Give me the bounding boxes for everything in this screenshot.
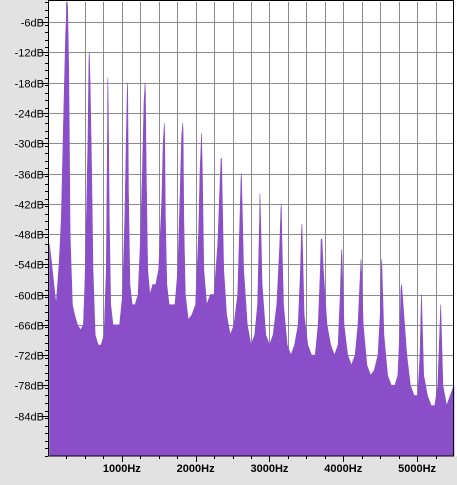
y-tick-label: -30dB: [15, 139, 44, 151]
y-axis: -6dB -12dB -18dB -24dB -30dB -36dB -42dB -48dB -…: [15, 2, 48, 457]
y-tick-label: -24dB: [15, 109, 44, 121]
x-tick-label: 2000Hz: [177, 463, 215, 475]
x-tick-label: 1000Hz: [103, 463, 141, 475]
y-tick-label: -18dB: [15, 79, 44, 91]
y-tick-label: -54dB: [15, 260, 44, 272]
x-axis: 1000Hz 2000Hz 3000Hz 4000Hz 5000Hz: [66, 456, 437, 475]
y-tick-label: -66dB: [15, 321, 44, 333]
spectrum-area: [49, 1, 455, 457]
y-tick-label: -12dB: [15, 48, 44, 60]
x-tick-label: 4000Hz: [324, 463, 362, 475]
y-axis-ruler: [0, 0, 48, 485]
y-tick-label: -6dB: [21, 18, 44, 30]
x-tick-label: 5000Hz: [398, 463, 436, 475]
y-tick-label: -78dB: [15, 381, 44, 393]
y-tick-label: -84dB: [15, 412, 44, 424]
y-tick-label: -48dB: [15, 230, 44, 242]
y-tick-label: -72dB: [15, 351, 44, 363]
x-axis-ruler: [0, 456, 457, 485]
y-tick-label: -36dB: [15, 170, 44, 182]
y-tick-label: -42dB: [15, 200, 44, 212]
y-tick-label: -60dB: [15, 291, 44, 303]
x-tick-label: 3000Hz: [250, 463, 288, 475]
